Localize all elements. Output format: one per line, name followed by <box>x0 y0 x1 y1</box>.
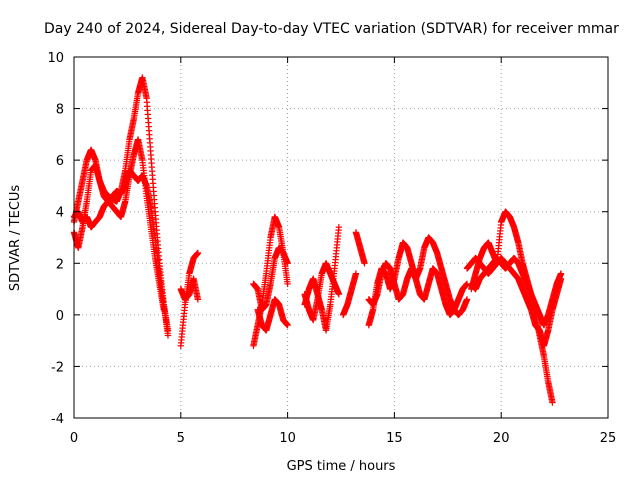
y-tick-label: 4 <box>56 206 64 221</box>
y-tick-label: 2 <box>56 257 64 272</box>
series-track-5 <box>177 275 202 303</box>
x-tick-label: 5 <box>177 431 185 446</box>
data-point <box>160 306 167 313</box>
data-point <box>335 291 343 298</box>
data-point <box>335 223 343 231</box>
data-marks <box>70 74 565 406</box>
y-tick-label: -4 <box>51 412 64 427</box>
y-tick-label: -2 <box>51 360 64 375</box>
x-tick-label: 15 <box>386 431 403 446</box>
series-track-15 <box>468 208 556 406</box>
grid-lines <box>74 57 608 418</box>
series-track-12 <box>352 229 368 267</box>
series-track-8 <box>254 296 291 334</box>
data-point <box>194 249 202 257</box>
data-point <box>284 321 291 329</box>
x-tick-label: 25 <box>600 431 617 446</box>
data-point <box>352 270 360 277</box>
x-tick-label: 20 <box>493 431 510 446</box>
y-tick-label: 0 <box>56 309 64 324</box>
data-point <box>549 399 556 406</box>
data-point <box>164 327 172 334</box>
y-tick-label: 10 <box>47 51 64 66</box>
data-point <box>284 260 291 267</box>
data-point <box>194 296 202 303</box>
y-tick-label: 8 <box>56 103 64 118</box>
series-track-4 <box>177 249 202 349</box>
chart-title: Day 240 of 2024, Sidereal Day-to-day VTE… <box>44 21 619 37</box>
y-tick-label: 6 <box>56 154 64 169</box>
series-track-7 <box>250 244 291 313</box>
x-tick-label: 0 <box>70 431 78 446</box>
x-axis-label: GPS time / hours <box>287 459 396 474</box>
series-track-10 <box>301 260 343 324</box>
data-point <box>361 260 368 267</box>
x-tick-label: 10 <box>279 431 296 446</box>
y-axis-label: SDTVAR / TECUs <box>8 185 23 292</box>
series-track-3 <box>70 136 167 313</box>
data-point <box>284 280 291 288</box>
series-track-11 <box>339 270 360 319</box>
